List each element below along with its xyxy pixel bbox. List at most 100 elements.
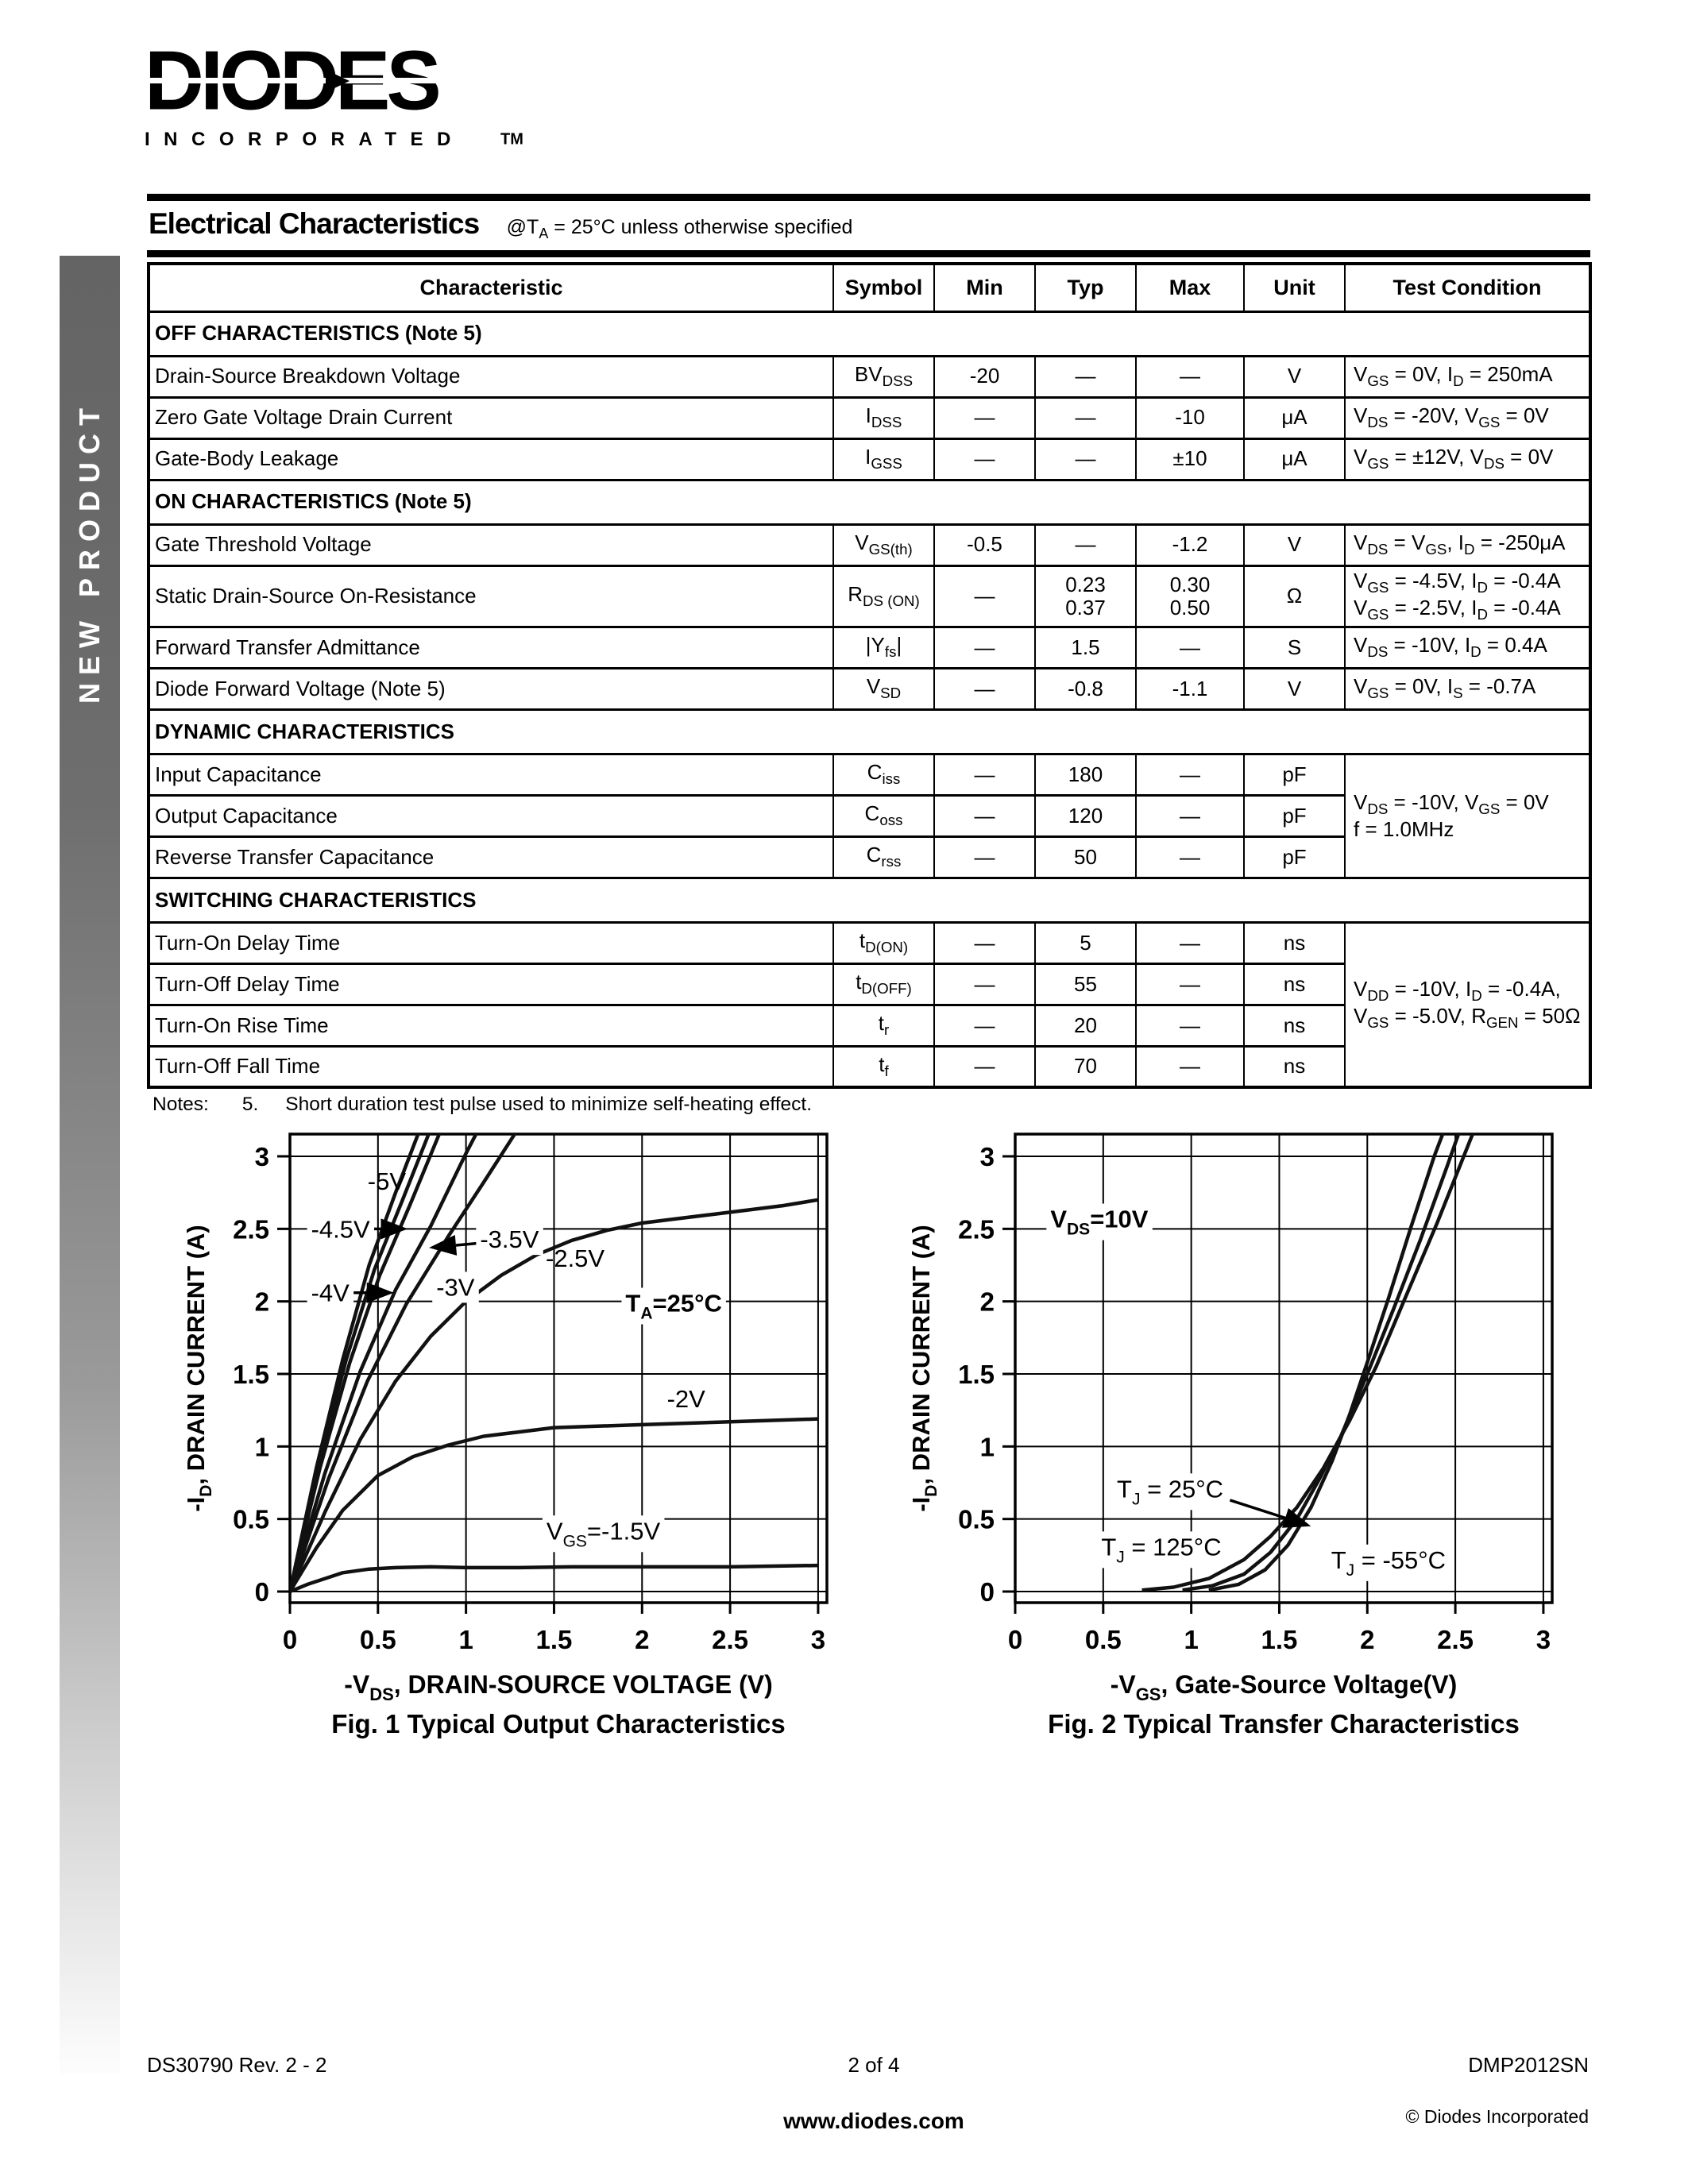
annotation-bg bbox=[1046, 1203, 1153, 1241]
cell-typ: 50 bbox=[1034, 835, 1137, 879]
section-title: DYNAMIC CHARACTERISTICS bbox=[148, 708, 1591, 755]
cell-characteristic: Diode Forward Voltage (Note 5) bbox=[148, 666, 834, 711]
cell-symbol: tf bbox=[832, 1044, 935, 1089]
cell-characteristic: Gate-Body Leakage bbox=[148, 437, 834, 481]
annotation-label: -4.5V bbox=[311, 1215, 370, 1243]
cell-symbol: Ciss bbox=[832, 752, 935, 797]
table-section-row: DYNAMIC CHARACTERISTICS bbox=[148, 708, 1591, 755]
cell-symbol: tr bbox=[832, 1003, 935, 1048]
y-axis-label: -ID, DRAIN CURRENT (A) bbox=[907, 1225, 941, 1511]
cell-test-condition: VDS = -20V, VGS = 0V bbox=[1344, 396, 1591, 440]
curve-VGS=-1.5V bbox=[290, 1563, 818, 1594]
cell-unit: V bbox=[1243, 523, 1346, 567]
cell-characteristic: Zero Gate Voltage Drain Current bbox=[148, 396, 834, 440]
table-notes: Notes: 5. Short duration test pulse used t… bbox=[153, 1094, 812, 1116]
cell-min: -20 bbox=[933, 354, 1036, 399]
annotation-label: VGS=-1.5V bbox=[547, 1517, 661, 1550]
cell-unit: ns bbox=[1243, 920, 1346, 965]
cell-min: — bbox=[933, 625, 1036, 669]
website-url: www.diodes.com bbox=[783, 2109, 964, 2133]
curve-VGS=-2.5V bbox=[290, 1198, 819, 1592]
cell-unit: ns bbox=[1243, 1044, 1346, 1089]
table-row: Zero Gate Voltage Drain Current IDSS — — -10… bbox=[148, 396, 1591, 440]
cell-unit: ns bbox=[1243, 1003, 1346, 1048]
cell-test-condition: VGS = -4.5V, ID = -0.4A VGS = -2.5V, ID =… bbox=[1344, 564, 1591, 628]
table-row: Static Drain-Source On-Resistance RDS (ON… bbox=[148, 564, 1591, 628]
table-section-row: OFF CHARACTERISTICS (Note 5) bbox=[148, 310, 1591, 357]
cell-symbol: IDSS bbox=[832, 396, 935, 440]
cell-min: — bbox=[933, 396, 1036, 440]
table-row: Diode Forward Voltage (Note 5) VSD — -0.8 -1… bbox=[148, 666, 1591, 711]
svg-text:2.5: 2.5 bbox=[1437, 1625, 1474, 1654]
annotation-bg bbox=[307, 1214, 375, 1245]
cell-characteristic: Static Drain-Source On-Resistance bbox=[148, 564, 834, 628]
column-header: Max bbox=[1135, 262, 1245, 313]
curve-TJ=25C bbox=[1182, 1134, 1461, 1592]
svg-text:3: 3 bbox=[255, 1142, 269, 1171]
svg-text:3: 3 bbox=[980, 1142, 995, 1171]
svg-text:2: 2 bbox=[1360, 1625, 1374, 1654]
svg-text:3: 3 bbox=[1536, 1625, 1551, 1654]
note-text: Short duration test pulse used to minimi… bbox=[285, 1093, 813, 1115]
x-axis-label: -VDS, DRAIN-SOURCE VOLTAGE (V) bbox=[344, 1670, 773, 1704]
svg-text:1: 1 bbox=[458, 1625, 473, 1654]
curve-VGS=-3.5V bbox=[290, 1134, 478, 1592]
fig1-typical-output-characteristics: 0 0.5 1 1.5 2 2.5 3 0 0.5 1 1.5 2 2.5 3 -5V -4.5V -3.5V -… bbox=[171, 1117, 846, 1748]
annotation-label: -3V bbox=[436, 1273, 475, 1301]
cell-max: — bbox=[1135, 625, 1245, 669]
svg-text:0.5: 0.5 bbox=[360, 1625, 396, 1654]
cell-max: — bbox=[1135, 752, 1245, 797]
tick-labels: 0 0.5 1 1.5 2 2.5 3 0 0.5 1 1.5 2 2.5 3 bbox=[958, 1142, 1551, 1654]
cell-unit: μA bbox=[1243, 396, 1346, 440]
cell-unit: pF bbox=[1243, 835, 1346, 879]
new-product-label: NEW PRODUCT bbox=[73, 400, 106, 704]
svg-text:2: 2 bbox=[635, 1625, 649, 1654]
table-row: Turn-On Rise Time tr —20— ns bbox=[148, 1003, 1590, 1048]
cell-min: — bbox=[933, 666, 1036, 711]
cell-typ: 70 bbox=[1034, 1044, 1137, 1089]
svg-text:2: 2 bbox=[980, 1287, 995, 1317]
cell-max: — bbox=[1135, 962, 1245, 1006]
cell-typ: 55 bbox=[1034, 962, 1137, 1006]
table-section-row: SWITCHING CHARACTERISTICS bbox=[148, 876, 1591, 924]
svg-text:0: 0 bbox=[1008, 1625, 1022, 1654]
table-row: Turn-Off Fall Time tf —70— ns bbox=[148, 1044, 1590, 1089]
cell-symbol: Coss bbox=[832, 793, 935, 838]
cell-test-condition: VDS = -10V, ID = 0.4A bbox=[1344, 625, 1591, 669]
cell-typ: — bbox=[1034, 437, 1137, 481]
cell-max: 0.30 0.50 bbox=[1135, 564, 1245, 628]
svg-text:1: 1 bbox=[1184, 1625, 1198, 1654]
y-axis-label: -ID, DRAIN CURRENT (A) bbox=[182, 1225, 215, 1511]
svg-text:0: 0 bbox=[283, 1625, 297, 1654]
cell-min: — bbox=[933, 962, 1036, 1006]
cell-max: — bbox=[1135, 793, 1245, 838]
cell-characteristic: Gate Threshold Voltage bbox=[148, 523, 834, 567]
cell-min: — bbox=[933, 752, 1036, 797]
title-condition: @TA = 25°C unless otherwise specified bbox=[506, 216, 853, 241]
annotation-label: TA=25°C bbox=[625, 1289, 721, 1322]
cell-symbol: VSD bbox=[832, 666, 935, 711]
tick-marks bbox=[277, 1155, 820, 1614]
annotation-bg bbox=[432, 1271, 479, 1303]
curve-TJ=-55C bbox=[1208, 1134, 1445, 1592]
svg-text:1: 1 bbox=[255, 1432, 269, 1461]
svg-text:2.5: 2.5 bbox=[233, 1214, 269, 1244]
table-row: Gate Threshold Voltage VGS(th) -0.5— -1.2 V V… bbox=[148, 523, 1591, 567]
cell-test-condition: VGS = 0V, ID = 250mA bbox=[1344, 354, 1591, 399]
cell-max: -1.2 bbox=[1135, 523, 1245, 567]
cell-min: — bbox=[933, 1003, 1036, 1048]
cell-symbol: VGS(th) bbox=[832, 523, 935, 567]
annotation-arrow bbox=[1229, 1499, 1311, 1528]
curve-VGS=-4V bbox=[290, 1134, 442, 1592]
section-title: SWITCHING CHARACTERISTICS bbox=[148, 876, 1591, 924]
annotation-bg bbox=[621, 1287, 726, 1325]
fig2-typical-transfer-characteristics: 0 0.5 1 1.5 2 2.5 3 0 0.5 1 1.5 2 2.5 3 VDS=10V TJ = 25… bbox=[896, 1117, 1571, 1748]
cell-symbol: tD(ON) bbox=[832, 920, 935, 965]
cell-min: — bbox=[933, 437, 1036, 481]
cell-max: — bbox=[1135, 1003, 1245, 1048]
fig1-chart-svg: 00.511.522.530 0.5 1 1.5 2 2.5 3-5V-4.5V -3.5V-… bbox=[182, 1133, 829, 1738]
cell-typ: 20 bbox=[1034, 1003, 1137, 1048]
svg-text:0: 0 bbox=[980, 1577, 995, 1607]
table-row: Reverse Transfer Capacitance Crss —50— pF bbox=[148, 835, 1590, 879]
